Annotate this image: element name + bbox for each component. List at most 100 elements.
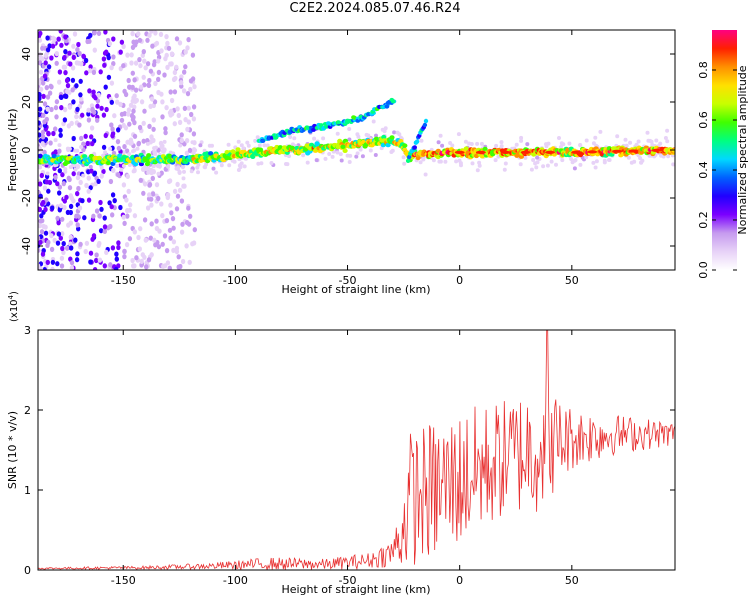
spectrogram-cell [45,35,50,41]
spectrogram-cell [64,194,69,200]
spectrogram-cell [381,134,387,140]
spectrogram-cell [202,165,207,169]
spectrogram-cell [45,259,50,265]
spectrogram-cell [38,223,43,229]
spectrogram-cell [114,251,119,257]
spectrogram-cell [38,247,41,253]
y-tick-label: 40 [20,47,33,61]
spectrogram-cell [255,135,260,140]
spectrogram-cell [179,229,185,235]
spectrogram-cell [347,137,352,142]
spectrogram-cell [392,130,397,135]
spectrogram-cell [116,127,121,133]
spectrogram-cell [169,210,174,216]
spectrogram-cell [128,202,133,208]
spectrogram-cell [374,133,378,138]
spectrogram-cell [52,237,57,243]
spectrogram-cell [74,83,79,89]
spectrogram-cell [138,177,143,183]
spectrogram-cell [345,153,350,158]
spectrogram-cell [262,143,267,148]
spectrogram-cell [119,167,124,172]
spectrogram-cell [132,77,137,83]
spectrogram-cell [168,61,173,67]
spectrogram-cell [182,105,188,111]
spectrogram-cell [127,236,133,242]
spectrogram-cell [81,53,86,59]
spectrogram-cell [385,100,391,105]
spectrogram-cell [122,248,127,255]
spectrogram-cell [38,235,41,241]
spectrogram-cell [56,231,62,237]
spectrogram-cell [153,80,158,87]
spectrogram-cell [42,123,48,129]
spectrogram-cell [253,138,258,143]
spectrogram-cell [78,78,83,84]
spectrogram-cell [117,153,123,158]
spectrogram-cell [76,185,81,192]
spectrogram-cell [119,39,125,45]
spectrogram-cell [179,80,184,86]
spectrogram-cell [40,56,45,62]
spectrogram-cell [339,158,344,163]
spectrogram-cell [78,241,83,247]
spectrogram-cell [152,146,157,151]
spectrogram-cell [89,125,95,131]
spectrogram-cell [450,143,455,148]
x-tick-label: -150 [111,274,136,287]
spectrogram-cell [62,204,67,211]
colorbar-gradient [712,30,737,270]
spectrogram-cell [71,135,76,142]
spectrogram-cell [160,143,165,148]
spectrogram-cell [46,188,51,194]
spectrogram-cell [83,248,88,255]
spectrogram-cell [84,240,90,246]
spectrogram-cell [46,130,51,136]
spectrogram-cell [165,40,170,47]
spectrogram-cell [152,99,158,105]
spectrogram-cell [89,134,94,140]
spectrogram-cell [382,129,387,134]
spectrogram-cell [182,69,187,75]
spectrogram-cell [663,136,668,140]
spectrogram-cell [103,132,109,139]
spectrogram-cell [98,228,104,234]
spectrogram-cell [165,64,170,70]
spectrogram-cell [115,139,121,145]
spectrogram-cell [174,64,179,70]
spectrogram-cell [125,52,130,58]
spectrogram-cell [463,139,468,144]
figure-title: C2E2.2024.085.07.46.R24 [289,1,461,16]
spectrogram-cell [368,148,373,153]
spectrogram-cell [395,130,400,135]
spectrogram-cell [53,149,58,155]
spectrogram-cell [65,245,70,251]
spectrogram-cell [49,106,54,113]
spectrogram-cell [499,144,504,149]
spectrogram-cell [561,142,566,147]
spectrogram-cell [277,145,283,150]
spectrogram-cell [102,215,107,221]
spectrogram-cell [127,152,132,157]
spectrogram-cell [131,39,136,45]
spectrogram-cell [519,138,524,143]
spectrogram-cell [421,157,426,162]
spectrogram-cell [48,83,53,89]
spectrogram-cell [132,263,137,269]
spectrogram-cell [63,49,68,55]
spectrogram-cell [518,154,525,159]
x-tick-label: -50 [339,274,357,287]
spectrogram-cell [545,150,555,154]
spectrogram-cell [54,60,59,66]
spectrogram-cell [181,88,187,94]
spectrogram-cell [398,135,403,140]
spectrogram-cell [79,135,84,141]
spectrogram-cell [407,154,412,160]
spectrogram-cell [147,123,152,129]
spectrogram-cell [459,163,463,168]
spectrogram-cell [170,216,176,222]
spectrogram-cell [628,149,639,153]
spectrogram-cell [479,154,485,159]
spectrogram-cell [132,213,138,219]
